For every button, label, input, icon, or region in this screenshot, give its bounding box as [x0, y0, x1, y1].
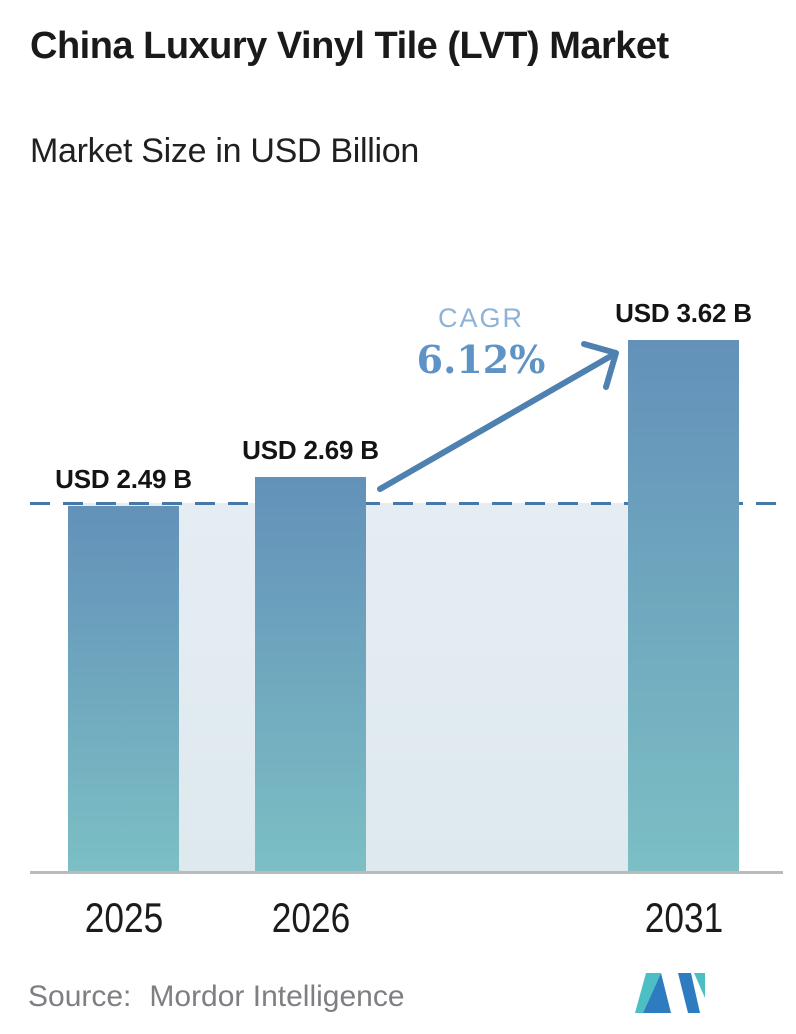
logo-blue-right-slash: [678, 973, 700, 1013]
x-tick-label-2031: 2031: [644, 894, 723, 941]
cagr-annotation: CAGR 6.12%: [417, 303, 546, 382]
chart-title: China Luxury Vinyl Tile (LVT) Market: [30, 25, 669, 67]
plot-background-band: [68, 503, 739, 872]
bar-2026: [255, 477, 366, 872]
x-axis-line: [30, 871, 783, 874]
x-tick-label-2026: 2026: [271, 894, 350, 941]
logo-teal-left-stripe: [635, 973, 661, 1013]
cagr-value: 6.12%: [416, 337, 546, 382]
bar-2025: [68, 506, 179, 872]
mordor-intelligence-logo: [635, 973, 705, 1013]
source-row: Source: Mordor Intelligence: [28, 980, 405, 1014]
source-label: Source:: [28, 980, 132, 1013]
bar-2031: [628, 340, 739, 872]
logo-teal-right-triangle: [694, 973, 705, 998]
value-label-2025: USD 2.49 B: [55, 464, 192, 494]
x-tick-label-2025: 2025: [84, 894, 163, 941]
cagr-label: CAGR: [437, 303, 525, 333]
value-label-2026: USD 2.69 B: [242, 435, 379, 465]
value-label-2031: USD 3.62 B: [615, 298, 752, 328]
logo-blue-left-triangle: [643, 973, 671, 1013]
chart-subtitle: Market Size in USD Billion: [30, 132, 419, 170]
source-value: Mordor Intelligence: [149, 980, 405, 1013]
